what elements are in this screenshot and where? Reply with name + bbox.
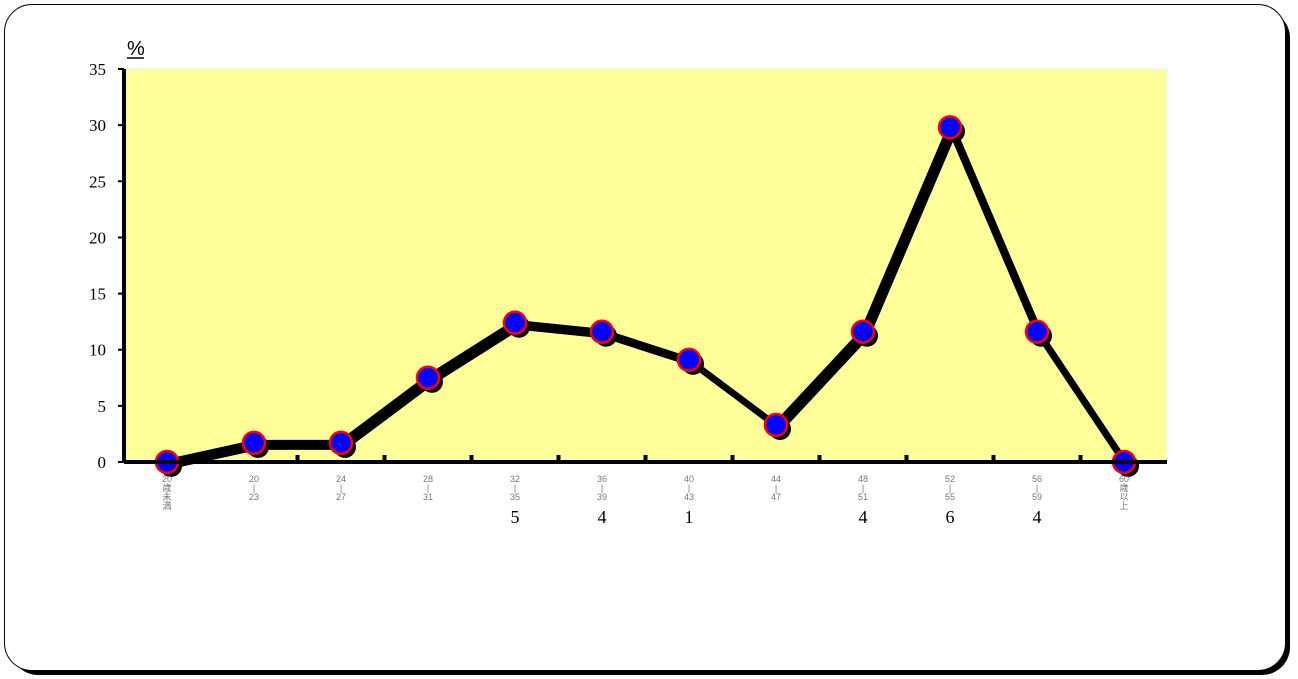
data-point: [850, 319, 876, 344]
x-axis-category-labels: 20歳未満20|2324|2728|3132|3536|3940|4344|47…: [162, 474, 1129, 511]
category-label-line: |: [862, 483, 864, 493]
plot-area: [123, 68, 1168, 463]
category-label-line: |: [601, 483, 603, 493]
data-point: [676, 347, 702, 373]
data-label: 4: [859, 507, 868, 527]
category-label-line: 60: [1119, 474, 1129, 484]
category-label-line: 59: [1032, 492, 1042, 502]
category-label-line: 48: [858, 474, 868, 484]
category-label-line: 20: [162, 474, 172, 484]
category-label-line: 満: [162, 501, 171, 511]
y-tick-label: 35: [89, 60, 106, 79]
data-point: [241, 430, 267, 456]
category-label-line: 上: [1119, 501, 1128, 511]
category-label-line: 24: [336, 474, 346, 484]
category-label-line: 以: [1119, 492, 1128, 502]
category-label-line: 20: [249, 474, 259, 484]
y-tick-label: 15: [89, 285, 106, 304]
data-labels: 5 4 1 4 6 4: [511, 507, 1042, 527]
category-label-line: 27: [336, 492, 346, 502]
category-label-line: 35: [510, 492, 520, 502]
data-point: [415, 365, 441, 391]
y-tick-label: 0: [98, 453, 107, 472]
category-label-line: 51: [858, 492, 868, 502]
data-point: [328, 430, 354, 456]
category-label-line: |: [1036, 483, 1038, 493]
data-label: 4: [598, 507, 607, 527]
y-axis-ticks: 0 5 10 15 20 25 30 35: [89, 60, 124, 472]
category-label-line: |: [688, 483, 690, 493]
series-line-path: [166, 124, 1127, 465]
series-line: [154, 115, 1139, 477]
data-point: [1024, 319, 1050, 344]
data-label: 6: [946, 507, 955, 527]
y-tick-label: 10: [89, 341, 106, 360]
category-label-line: 未: [162, 491, 171, 502]
category-label-line: 43: [684, 492, 694, 502]
y-tick-label: 5: [98, 397, 107, 416]
category-label-line: 47: [771, 492, 781, 502]
data-point: [937, 115, 963, 140]
category-label-line: |: [514, 483, 516, 493]
category-label-line: |: [427, 483, 429, 493]
y-tick-label: 30: [89, 116, 106, 135]
y-unit-label: %: [127, 38, 145, 60]
category-label-line: 52: [945, 474, 955, 484]
category-label-line: 55: [945, 492, 955, 502]
category-label-line: |: [949, 483, 951, 493]
axes: [122, 69, 1167, 464]
category-label-line: 歳: [162, 482, 171, 493]
category-label-line: 31: [423, 492, 433, 502]
data-point: [502, 310, 528, 336]
category-label-line: 39: [597, 492, 607, 502]
category-label-line: 28: [423, 474, 433, 484]
y-tick-label: 20: [89, 228, 106, 247]
category-label-line: 56: [1032, 474, 1042, 484]
data-point: [763, 412, 789, 438]
category-label-line: 40: [684, 474, 694, 484]
category-label-line: |: [253, 483, 255, 493]
data-label: 5: [511, 507, 520, 527]
data-point: [589, 319, 615, 344]
category-label-line: |: [340, 483, 342, 493]
y-tick-label: 25: [89, 172, 106, 191]
category-label-line: 32: [510, 474, 520, 484]
data-label: 1: [685, 507, 694, 527]
category-label-line: 歳: [1119, 482, 1128, 493]
category-label-line: 36: [597, 474, 607, 484]
category-label-line: 44: [771, 474, 781, 484]
category-label-line: |: [775, 483, 777, 493]
data-label: 4: [1033, 507, 1042, 527]
category-label-line: 23: [249, 492, 259, 502]
